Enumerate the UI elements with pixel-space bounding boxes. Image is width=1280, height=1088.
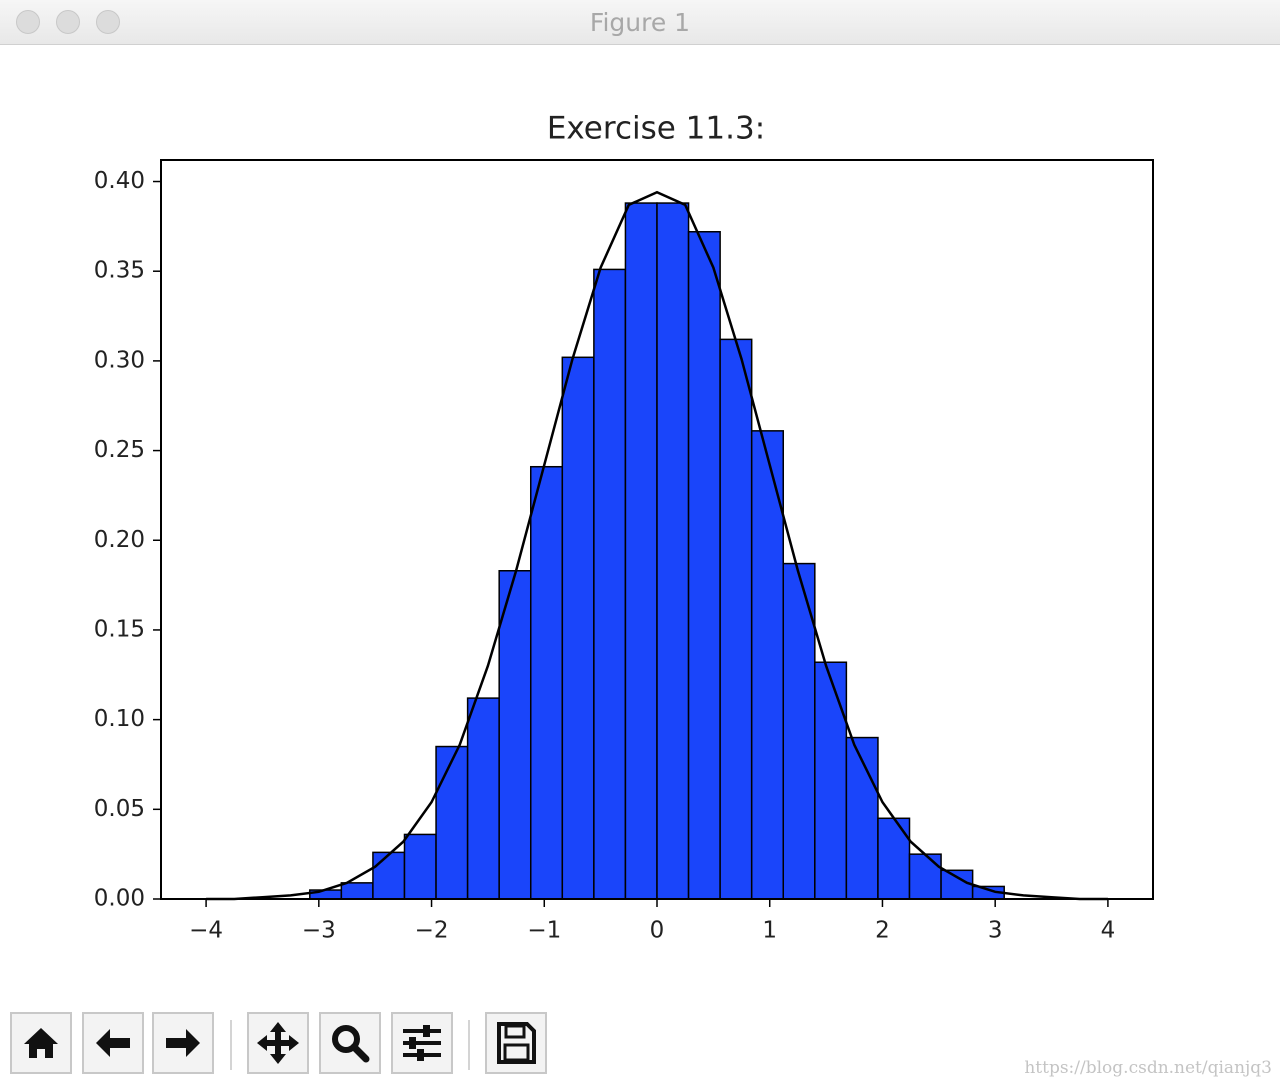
bar (466, 697, 500, 900)
bar (687, 230, 721, 900)
bar (435, 745, 469, 900)
x-tick-label: −4 (189, 918, 223, 944)
bar (372, 851, 406, 900)
bar (624, 202, 658, 900)
bar (498, 570, 532, 900)
density-curve (206, 190, 1108, 901)
configure-button[interactable] (391, 1012, 453, 1074)
bar (719, 338, 753, 900)
home-button[interactable] (10, 1012, 72, 1074)
forward-button[interactable] (152, 1012, 214, 1074)
x-tick-label: −3 (302, 918, 336, 944)
x-tick-label: −2 (415, 918, 449, 944)
bar (561, 356, 595, 900)
x-tick-label: 2 (875, 918, 890, 944)
bar (340, 882, 374, 900)
x-tick-label: 4 (1101, 918, 1116, 944)
zoom-tool-button[interactable] (319, 1012, 381, 1074)
back-button[interactable] (82, 1012, 144, 1074)
y-tick-label: 0.15 (94, 616, 145, 642)
x-tick-label: 3 (988, 918, 1003, 944)
bar (403, 833, 437, 900)
bar (814, 661, 848, 900)
watermark: https://blog.csdn.net/qianjq3 (1024, 1058, 1272, 1078)
y-tick-label: 0.00 (94, 886, 145, 912)
x-tick-label: −1 (527, 918, 561, 944)
title-bar: Figure 1 (0, 0, 1280, 45)
separator (230, 1020, 232, 1070)
y-tick-label: 0.10 (94, 706, 145, 732)
window-title: Figure 1 (589, 8, 691, 37)
chart: Exercise 11.3: −4 −3 −2 −1 0 1 2 3 4 0.00 0.05 0.10… (94, 111, 1154, 944)
zoom-button[interactable] (96, 10, 120, 34)
bar (877, 817, 911, 900)
x-tick-label: 0 (650, 918, 665, 944)
bar (845, 736, 879, 900)
bar (940, 869, 974, 900)
save-button[interactable] (485, 1012, 547, 1074)
bar (908, 853, 942, 900)
bar (656, 202, 690, 900)
y-tick-label: 0.40 (94, 168, 145, 194)
y-tick-label: 0.35 (94, 258, 145, 284)
minimize-button[interactable] (56, 10, 80, 34)
x-tick-label: 1 (762, 918, 777, 944)
y-tick-label: 0.20 (94, 527, 145, 553)
close-button[interactable] (16, 10, 40, 34)
chart-title: Exercise 11.3: (547, 111, 765, 147)
bar (529, 465, 564, 900)
pan-button[interactable] (247, 1012, 309, 1074)
y-tick-label: 0.25 (94, 437, 145, 463)
y-tick-label: 0.05 (94, 796, 145, 822)
bar (593, 268, 627, 900)
separator (468, 1020, 470, 1070)
y-tick-label: 0.30 (94, 347, 145, 373)
